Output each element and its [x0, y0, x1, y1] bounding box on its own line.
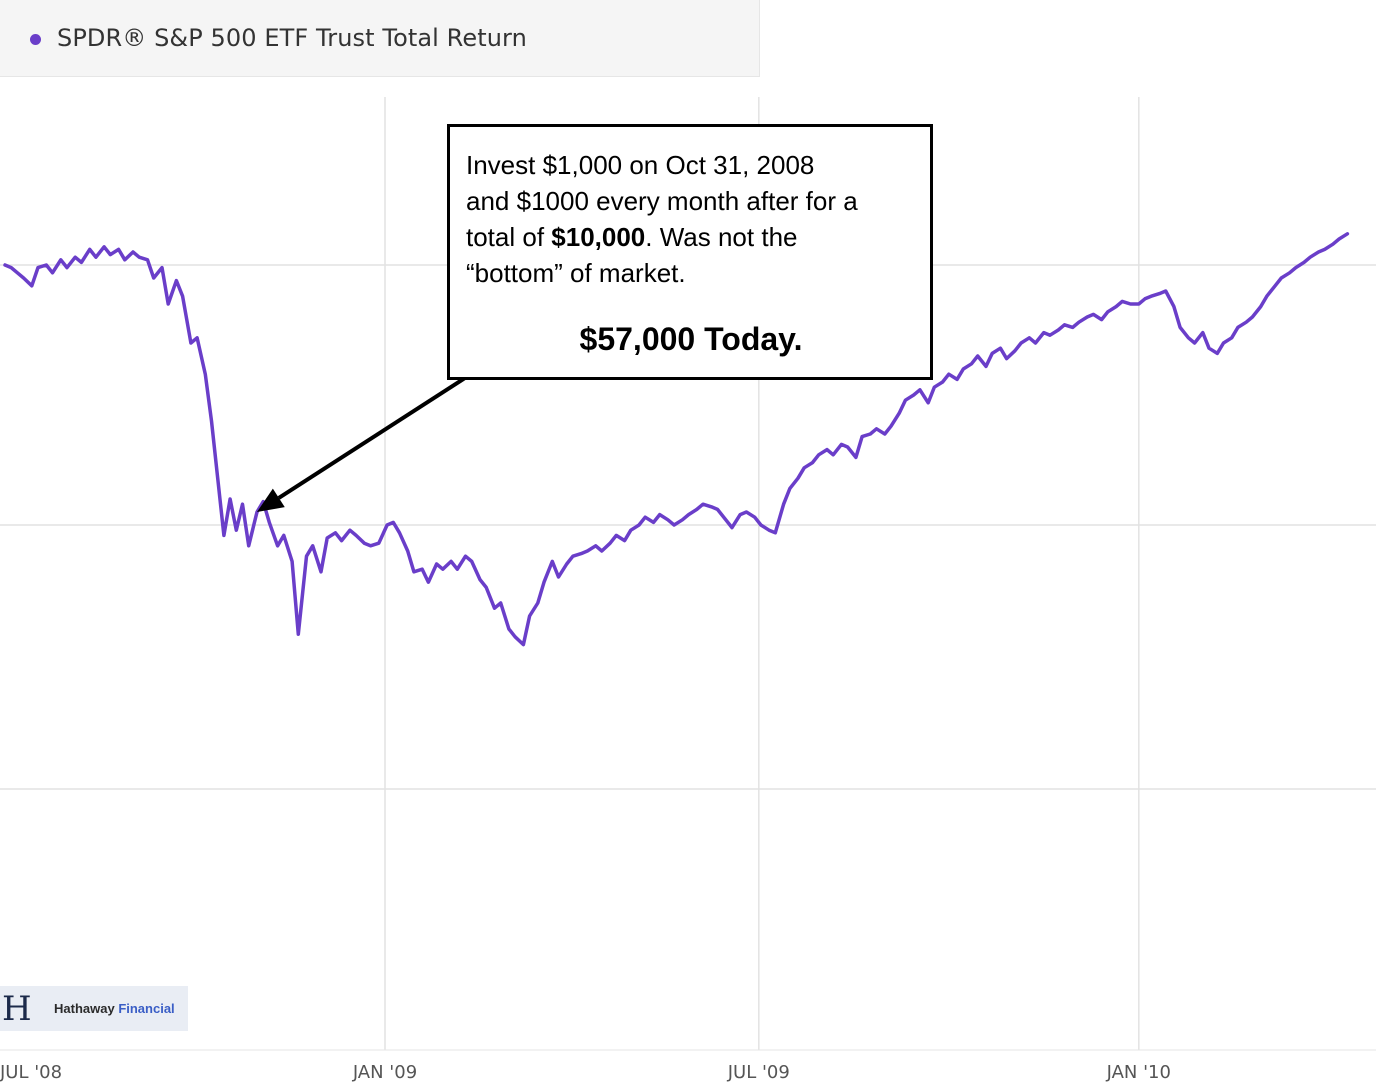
logo-word: Financial	[118, 1001, 175, 1016]
callout-description: Invest $1,000 on Oct 31, 2008 and $1000 …	[466, 147, 916, 291]
callout-total-amount: $10,000	[551, 222, 646, 252]
callout-highlight: $57,000 Today.	[579, 321, 803, 357]
callout-line: . Was not the	[645, 222, 798, 252]
x-tick-label: JAN '10	[1106, 1062, 1171, 1083]
legend-series-label: SPDR® S&P 500 ETF Trust Total Return	[57, 24, 527, 52]
hathaway-financial-logo: H Hathaway Financial	[0, 986, 188, 1031]
logo-wordmark: Hathaway Financial	[54, 1001, 175, 1016]
callout-line: and $1000 every month after for a	[466, 186, 858, 216]
x-tick-label: JUL '08	[0, 1062, 63, 1083]
callout-line: total of	[466, 222, 552, 252]
callout-line: Invest $1,000 on Oct 31, 2008	[466, 150, 815, 180]
x-tick-label: JUL '09	[727, 1062, 790, 1083]
legend-series-marker	[30, 34, 41, 45]
annotation-callout-box: Invest $1,000 on Oct 31, 2008 and $1000 …	[447, 124, 933, 380]
x-tick-label: JAN '09	[352, 1062, 418, 1083]
logo-word: Hathaway	[54, 1001, 119, 1016]
annotation-arrow-head	[256, 488, 285, 512]
annotation-arrow-line	[277, 376, 467, 500]
callout-line: “bottom” of market.	[466, 258, 686, 288]
series-line	[3, 232, 1350, 647]
logo-mark-icon: H	[2, 988, 32, 1029]
chart-legend[interactable]: SPDR® S&P 500 ETF Trust Total Return	[0, 0, 760, 77]
